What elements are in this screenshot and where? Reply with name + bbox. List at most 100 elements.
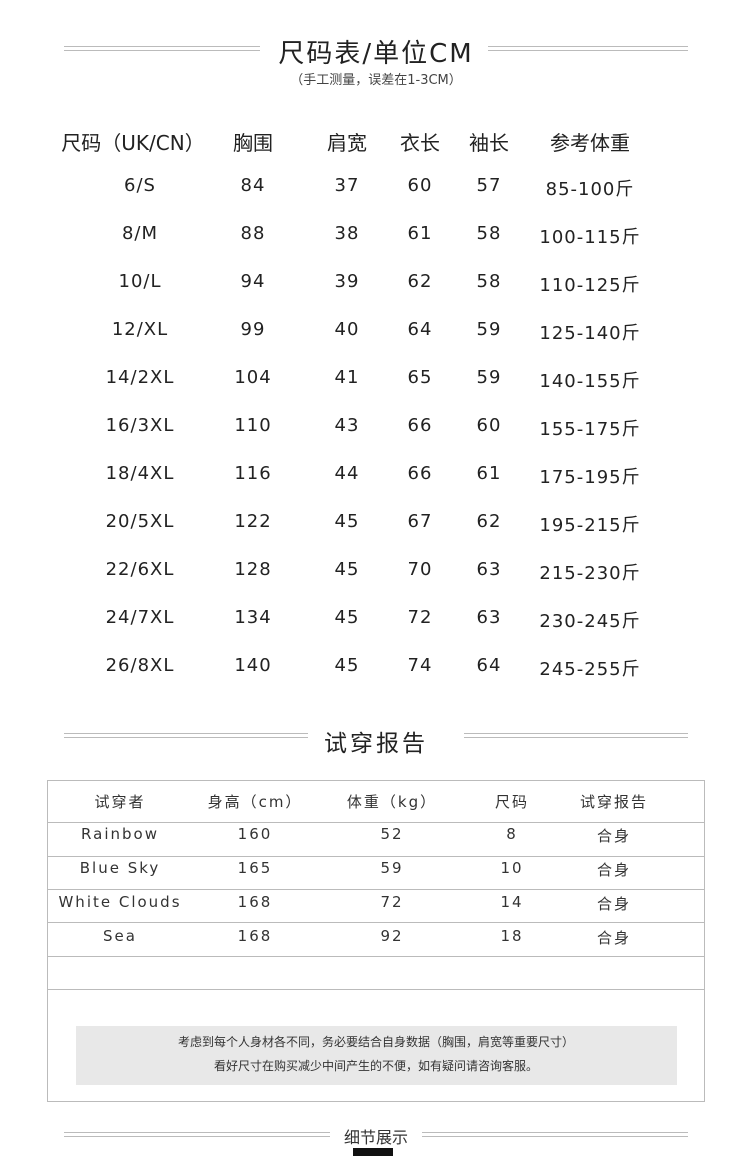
report-cell: 18 bbox=[500, 927, 524, 945]
note-line-1: 考虑到每个人身材各不同，务必要结合自身数据（胸围，肩宽等重要尺寸） bbox=[177, 1035, 575, 1049]
size-cell: 60 bbox=[407, 175, 433, 196]
size-cell: 38 bbox=[334, 223, 360, 244]
row-divider bbox=[48, 989, 704, 990]
size-cell: 110 bbox=[234, 415, 272, 436]
row-divider bbox=[48, 889, 704, 890]
size-cell: 58 bbox=[476, 223, 502, 244]
size-cell: 41 bbox=[334, 367, 360, 388]
report-cell: 72 bbox=[380, 893, 404, 911]
size-chart-subtitle: （手工测量，误差在1-3CM） bbox=[290, 73, 462, 88]
details-marker bbox=[353, 1148, 393, 1156]
size-cell: 63 bbox=[476, 559, 502, 580]
size-cell: 6/S bbox=[124, 175, 156, 196]
size-header: 衣长 bbox=[400, 131, 440, 155]
size-cell: 134 bbox=[234, 607, 272, 628]
size-header: 胸围 bbox=[233, 131, 273, 155]
size-cell: 14/2XL bbox=[105, 367, 175, 388]
size-cell: 85-100斤 bbox=[545, 179, 635, 200]
size-cell: 84 bbox=[240, 175, 266, 196]
size-cell: 94 bbox=[240, 271, 266, 292]
size-cell: 16/3XL bbox=[105, 415, 175, 436]
report-cell: Sea bbox=[103, 927, 137, 945]
report-cell: 168 bbox=[237, 927, 273, 945]
size-cell: 65 bbox=[407, 367, 433, 388]
report-cell: Rainbow bbox=[81, 825, 159, 843]
row-divider bbox=[48, 856, 704, 857]
row-divider bbox=[48, 956, 704, 957]
size-cell: 44 bbox=[334, 463, 360, 484]
size-cell: 57 bbox=[476, 175, 502, 196]
size-chart-title: 尺码表/单位CM bbox=[278, 39, 474, 69]
size-cell: 245-255斤 bbox=[539, 659, 641, 680]
size-cell: 110-125斤 bbox=[539, 275, 641, 296]
report-cell: 168 bbox=[237, 893, 273, 911]
fit-report-title: 试穿报告 bbox=[324, 731, 428, 757]
size-cell: 10/L bbox=[118, 271, 162, 292]
report-cell: White Clouds bbox=[58, 893, 182, 911]
size-cell: 26/8XL bbox=[105, 655, 175, 676]
report-cell: 合身 bbox=[596, 895, 632, 913]
size-cell: 45 bbox=[334, 655, 360, 676]
size-cell: 61 bbox=[476, 463, 502, 484]
size-header: 参考体重 bbox=[550, 131, 630, 155]
size-cell: 195-215斤 bbox=[539, 515, 641, 536]
size-cell: 72 bbox=[407, 607, 433, 628]
report-header: 试穿报告 bbox=[579, 793, 649, 811]
fit-report-box bbox=[47, 780, 705, 1102]
size-cell: 61 bbox=[407, 223, 433, 244]
details-divider-right bbox=[422, 1132, 688, 1137]
report-cell: 59 bbox=[380, 859, 404, 877]
report-header: 身高（cm） bbox=[207, 793, 303, 811]
size-cell: 155-175斤 bbox=[539, 419, 641, 440]
report-header: 尺码 bbox=[494, 793, 530, 811]
report-cell: 160 bbox=[237, 825, 273, 843]
size-cell: 43 bbox=[334, 415, 360, 436]
size-cell: 64 bbox=[476, 655, 502, 676]
size-cell: 20/5XL bbox=[105, 511, 175, 532]
report-cell: 92 bbox=[380, 927, 404, 945]
size-cell: 60 bbox=[476, 415, 502, 436]
title-divider-right bbox=[488, 46, 688, 51]
report-divider-right bbox=[464, 733, 688, 738]
report-cell: 合身 bbox=[596, 827, 632, 845]
title-divider-left bbox=[64, 46, 260, 51]
size-cell: 62 bbox=[407, 271, 433, 292]
size-cell: 63 bbox=[476, 607, 502, 628]
size-cell: 40 bbox=[334, 319, 360, 340]
size-cell: 175-195斤 bbox=[539, 467, 641, 488]
report-cell: 10 bbox=[500, 859, 524, 877]
details-title: 细节展示 bbox=[343, 1128, 409, 1147]
note-box bbox=[76, 1026, 677, 1085]
size-cell: 230-245斤 bbox=[539, 611, 641, 632]
row-divider bbox=[48, 822, 704, 823]
report-cell: Blue Sky bbox=[79, 859, 161, 877]
size-cell: 67 bbox=[407, 511, 433, 532]
size-cell: 99 bbox=[240, 319, 266, 340]
report-header: 试穿者 bbox=[94, 793, 146, 811]
size-cell: 12/XL bbox=[111, 319, 169, 340]
size-cell: 62 bbox=[476, 511, 502, 532]
report-header: 体重（kg） bbox=[346, 793, 438, 811]
size-cell: 128 bbox=[234, 559, 272, 580]
report-cell: 8 bbox=[506, 825, 518, 843]
size-cell: 18/4XL bbox=[105, 463, 175, 484]
size-cell: 58 bbox=[476, 271, 502, 292]
details-divider-left bbox=[64, 1132, 330, 1137]
report-divider-left bbox=[64, 733, 308, 738]
size-cell: 64 bbox=[407, 319, 433, 340]
size-cell: 70 bbox=[407, 559, 433, 580]
size-cell: 140-155斤 bbox=[539, 371, 641, 392]
size-cell: 104 bbox=[234, 367, 272, 388]
size-cell: 22/6XL bbox=[105, 559, 175, 580]
size-header: 肩宽 bbox=[327, 131, 367, 155]
size-cell: 66 bbox=[407, 463, 433, 484]
size-cell: 88 bbox=[240, 223, 266, 244]
size-cell: 59 bbox=[476, 319, 502, 340]
size-cell: 45 bbox=[334, 559, 360, 580]
size-cell: 37 bbox=[334, 175, 360, 196]
size-cell: 215-230斤 bbox=[539, 563, 641, 584]
report-cell: 合身 bbox=[596, 929, 632, 947]
size-cell: 45 bbox=[334, 607, 360, 628]
size-header: 尺码（UK/CN） bbox=[61, 131, 205, 155]
